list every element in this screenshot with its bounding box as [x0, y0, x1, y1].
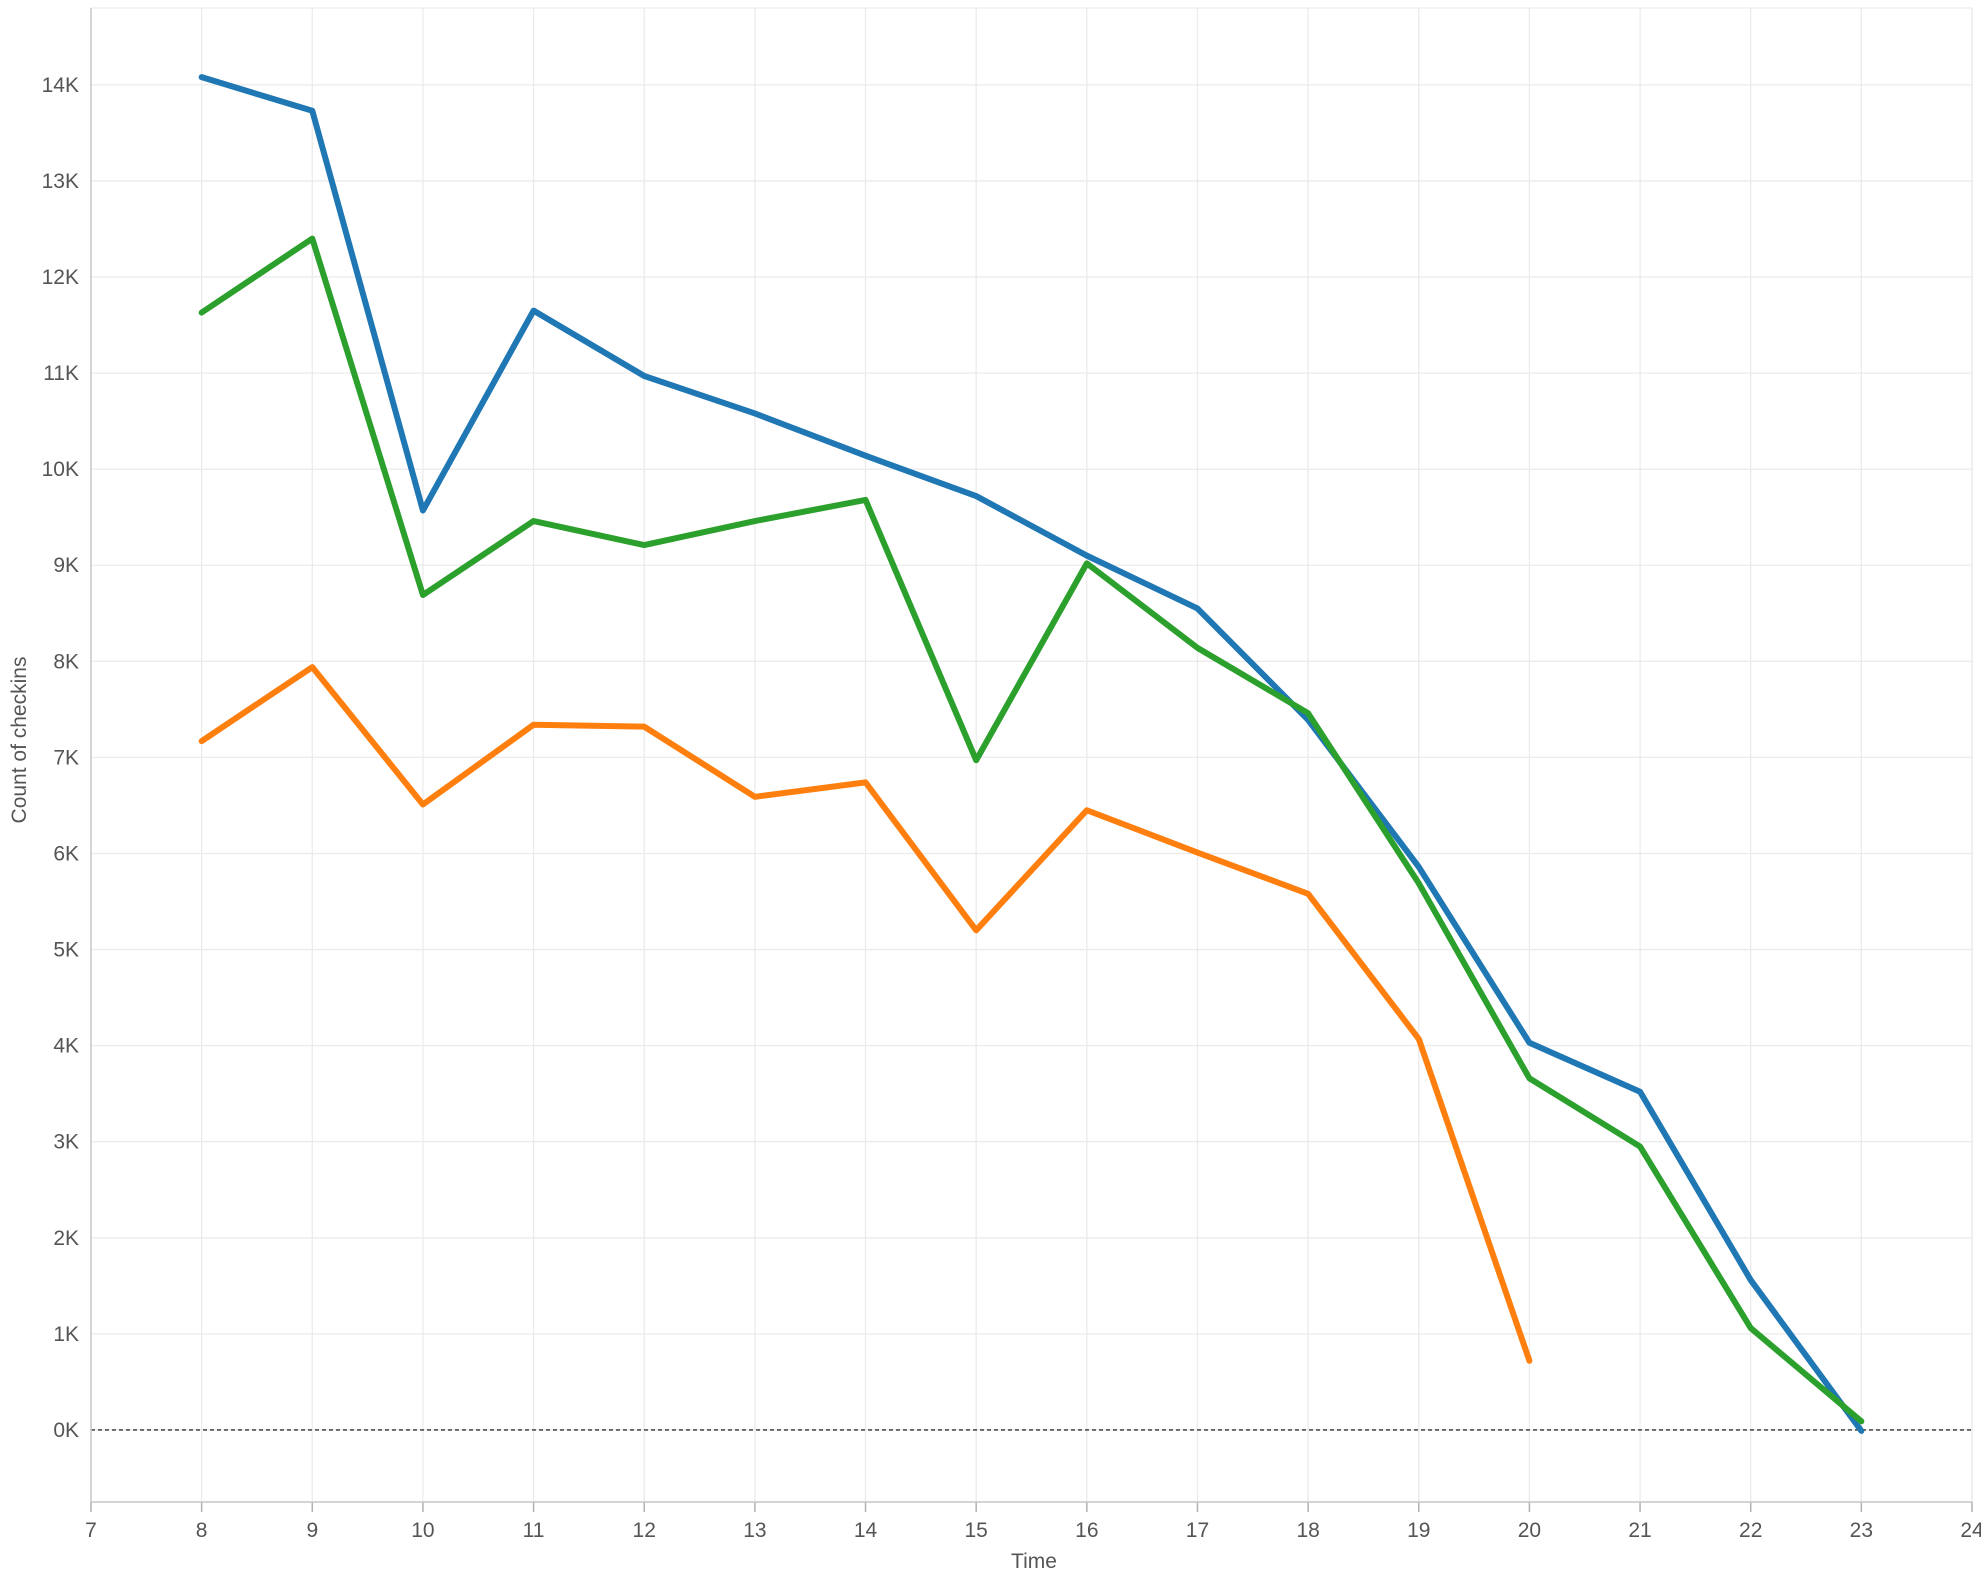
series-line-2 [198, 235, 1865, 1425]
y-tick-label: 10K [42, 458, 79, 481]
y-tick-label: 2K [53, 1227, 79, 1250]
grid-layer [90, 7, 1973, 1503]
x-tick-label: 21 [1628, 1519, 1651, 1542]
series-line-1 [198, 74, 1865, 1434]
x-tick-label: 24 [1960, 1519, 1981, 1542]
y-tick-label: 11K [43, 362, 79, 385]
x-tick-label: 12 [633, 1519, 656, 1542]
y-tick-label: 1K [53, 1323, 79, 1346]
x-tick-label: 19 [1407, 1519, 1430, 1542]
series-line-3 [198, 664, 1533, 1364]
x-tick-label: 9 [306, 1519, 318, 1542]
x-tick-label: 23 [1850, 1519, 1873, 1542]
x-tick-label: 22 [1739, 1519, 1762, 1542]
y-tick-label: 13K [42, 170, 79, 193]
y-tick-label: 6K [53, 842, 79, 865]
labels-layer: Time Count of checkins [8, 657, 1057, 1573]
axes-layer: 7 8 9 10 11 12 13 14 15 16 17 18 19 20 21 22 23 24 0K 1K 2K 3… [42, 8, 1981, 1542]
y-tick-label: 4K [53, 1035, 79, 1058]
x-tick-label: 14 [854, 1519, 878, 1542]
x-tick-label: 8 [196, 1519, 208, 1542]
x-tick-label: 16 [1075, 1519, 1098, 1542]
x-axis-title: Time [1011, 1550, 1057, 1573]
y-tick-label: 12K [42, 266, 79, 289]
y-tick-label: 3K [53, 1131, 79, 1154]
y-tick-label: 0K [53, 1419, 79, 1442]
plot-area [90, 7, 1973, 1503]
x-tick-label: 20 [1518, 1519, 1541, 1542]
y-tick-label: 14K [42, 74, 79, 97]
x-tick-label: 17 [1186, 1519, 1209, 1542]
series-layer [198, 74, 1865, 1434]
x-tick-label: 11 [523, 1519, 545, 1542]
x-tick-label: 13 [743, 1519, 766, 1542]
y-tick-label: 8K [53, 650, 79, 673]
x-tick-label: 18 [1296, 1519, 1319, 1542]
y-tick-label: 9K [53, 554, 79, 577]
x-tick-label: 10 [411, 1519, 434, 1542]
x-tick-label: 15 [964, 1519, 987, 1542]
x-tick-label: 7 [85, 1519, 97, 1542]
y-axis-title: Count of checkins [8, 657, 31, 824]
y-tick-label: 7K [53, 746, 79, 769]
y-tick-label: 5K [53, 939, 79, 962]
